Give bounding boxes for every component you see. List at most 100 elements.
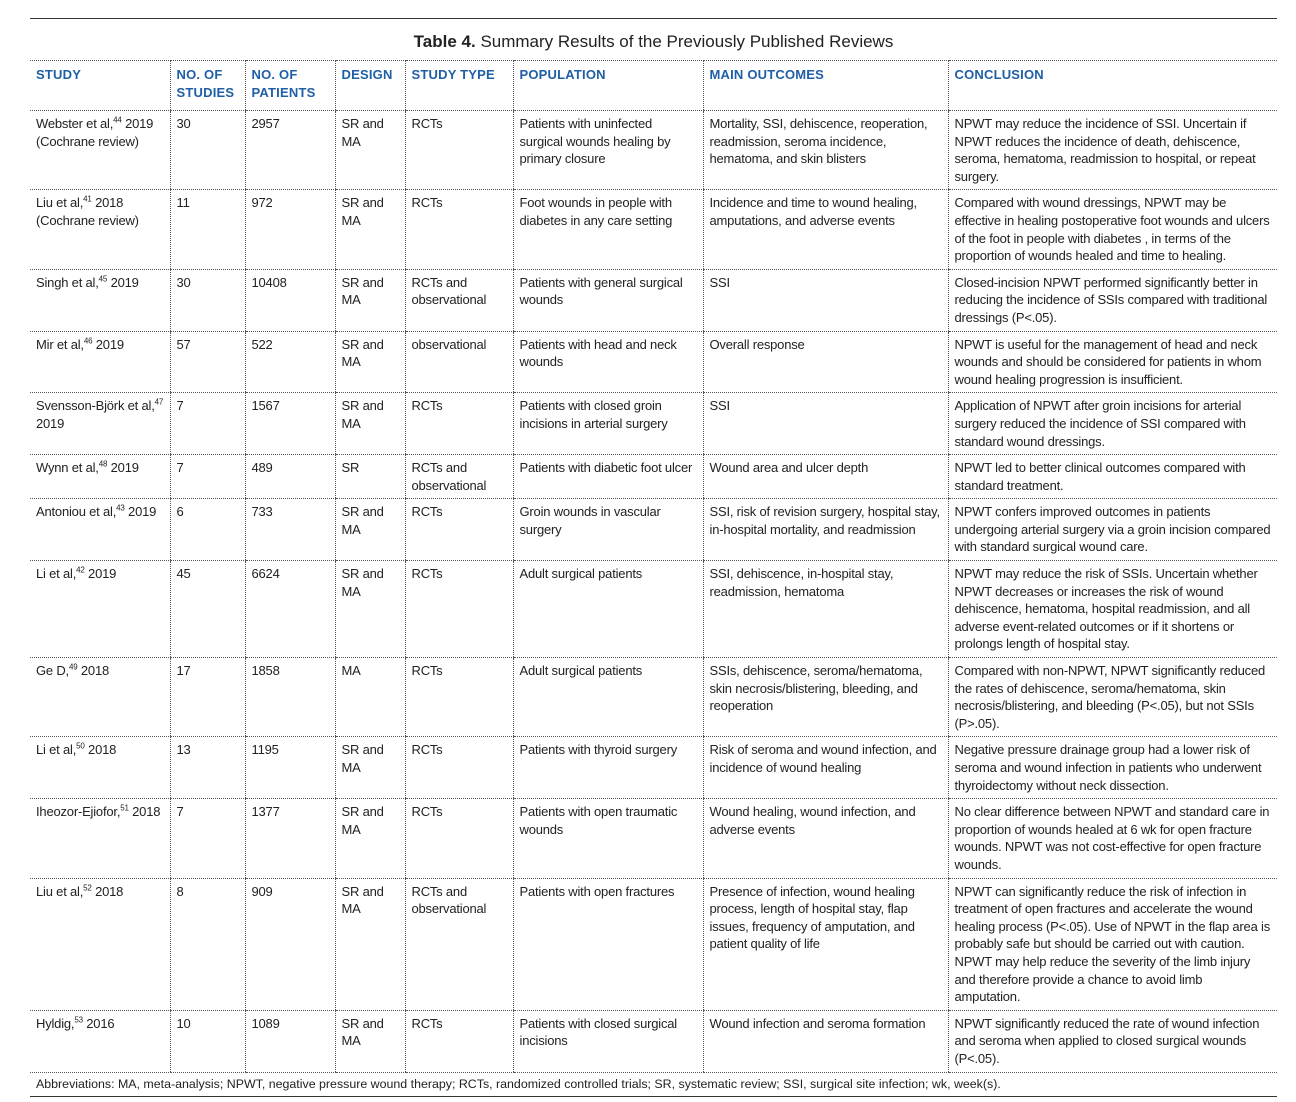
study-year: 2019 bbox=[107, 274, 139, 290]
conclusion-cell: NPWT significantly reduced the rate of w… bbox=[947, 1010, 1277, 1073]
study-cell: Liu et al,41 2018 (Cochrane review) bbox=[30, 189, 170, 270]
patients-cell: 10408 bbox=[244, 269, 335, 332]
study-type-cell: RCTs bbox=[404, 1010, 513, 1073]
studies-cell: 30 bbox=[169, 110, 245, 191]
study-year: 2018 bbox=[77, 663, 110, 679]
population-cell: Patients with uninfected surgical wounds… bbox=[512, 110, 703, 191]
study-year: 2019 bbox=[36, 415, 65, 431]
reference-number: 52 bbox=[83, 883, 92, 893]
population-cell: Adult surgical patients bbox=[512, 560, 703, 659]
study-cell: Wynn et al,48 2019 bbox=[30, 454, 170, 500]
reference-number: 45 bbox=[98, 274, 108, 284]
studies-cell: 8 bbox=[169, 878, 245, 1011]
study-type-cell: RCTs bbox=[404, 657, 513, 738]
outcomes-cell: Mortality, SSI, dehiscence, reoperation,… bbox=[702, 110, 948, 191]
study-year: 2018 bbox=[84, 742, 117, 758]
population-cell: Foot wounds in people with diabetes in a… bbox=[512, 189, 703, 270]
table-caption: Summary Results of the Previously Publis… bbox=[480, 32, 894, 51]
population-cell: Patients with closed groin incisions in … bbox=[512, 392, 703, 456]
conclusion-cell: No clear difference between NPWT and sta… bbox=[947, 798, 1277, 879]
study-year: 2019 bbox=[84, 566, 117, 582]
design-cell: SR and MA bbox=[334, 878, 405, 1011]
study-cell: Li et al,50 2018 bbox=[30, 736, 170, 800]
studies-cell: 11 bbox=[169, 189, 245, 270]
design-cell: SR and MA bbox=[334, 1010, 405, 1073]
column-header: DESIGN bbox=[334, 60, 405, 111]
table-row: Mir et al,46 2019 57 522 SR and MA observati… bbox=[30, 331, 1277, 394]
patients-cell: 489 bbox=[244, 454, 335, 500]
study-cell: Iheozor-Ejiofor,51 2018 bbox=[30, 798, 170, 879]
study-author: Svensson-Björk et al, bbox=[36, 398, 155, 414]
study-year: 2019 bbox=[124, 504, 157, 520]
study-type-cell: RCTs bbox=[404, 560, 513, 659]
reference-number: 42 bbox=[76, 565, 85, 575]
table-title: Table 4. Summary Results of the Previous… bbox=[30, 19, 1277, 60]
table-row: Hyldig,53 2016 10 1089 SR and MA RCTs Patient… bbox=[30, 1010, 1277, 1073]
conclusion-cell: NPWT can significantly reduce the risk o… bbox=[947, 878, 1277, 1011]
study-year: 2018 bbox=[91, 195, 124, 211]
study-type-cell: RCTs bbox=[404, 189, 513, 270]
studies-cell: 13 bbox=[169, 736, 245, 800]
population-cell: Patients with open traumatic wounds bbox=[512, 798, 703, 879]
column-header: NO. OF PATIENTS bbox=[244, 60, 335, 111]
patients-cell: 972 bbox=[244, 189, 335, 270]
table-label: Table 4. bbox=[413, 32, 476, 51]
study-type-cell: RCTs bbox=[404, 498, 513, 562]
study-cell: Liu et al,52 2018 bbox=[30, 878, 170, 1011]
studies-cell: 17 bbox=[169, 657, 245, 738]
column-header: MAIN OUTCOMES bbox=[702, 60, 948, 111]
study-cell: Li et al,42 2019 bbox=[30, 560, 170, 659]
study-author: Iheozor-Ejiofor, bbox=[36, 804, 121, 820]
study-cell: Webster et al,44 2019 (Cochrane review) bbox=[30, 110, 170, 191]
study-author: Liu et al, bbox=[36, 195, 84, 211]
table-row: Antoniou et al,43 2019 6 733 SR and MA RCTs G… bbox=[30, 498, 1277, 562]
conclusion-cell: NPWT is useful for the management of hea… bbox=[947, 331, 1277, 394]
table-row: Wynn et al,48 2019 7 489 SR RCTs and observa… bbox=[30, 454, 1277, 500]
study-type-cell: RCTs bbox=[404, 798, 513, 879]
reference-number: 51 bbox=[120, 803, 129, 813]
studies-cell: 10 bbox=[169, 1010, 245, 1073]
column-header: CONCLUSION bbox=[947, 60, 1277, 111]
study-type-cell: RCTs and observational bbox=[404, 269, 513, 332]
column-header: STUDY bbox=[30, 60, 170, 111]
study-author: Webster et al, bbox=[36, 116, 114, 131]
studies-cell: 7 bbox=[169, 392, 245, 456]
study-cell: Svensson-Björk et al,47 2019 bbox=[30, 392, 170, 456]
population-cell: Adult surgical patients bbox=[512, 657, 703, 738]
study-type-cell: RCTs and observational bbox=[404, 878, 513, 1011]
outcomes-cell: Wound area and ulcer depth bbox=[702, 454, 948, 500]
study-author: Li et al, bbox=[36, 742, 77, 758]
study-author: Mir et al, bbox=[36, 336, 84, 352]
patients-cell: 1567 bbox=[244, 392, 335, 456]
patients-cell: 6624 bbox=[244, 560, 335, 659]
study-author: Hyldig, bbox=[36, 1015, 75, 1031]
header-row: STUDY NO. OF STUDIES NO. OF PATIENTS DESIGN… bbox=[30, 60, 1277, 111]
studies-cell: 57 bbox=[169, 331, 245, 394]
patients-cell: 2957 bbox=[244, 110, 335, 191]
summary-table-container: Table 4. Summary Results of the Previous… bbox=[30, 18, 1277, 1097]
table-row: Svensson-Björk et al,47 2019 7 1567 SR and … bbox=[30, 392, 1277, 456]
table-row: Webster et al,44 2019 (Cochrane review) 30… bbox=[30, 110, 1277, 191]
outcomes-cell: Wound healing, wound infection, and adve… bbox=[702, 798, 948, 879]
conclusion-cell: NPWT may reduce the incidence of SSI. Un… bbox=[947, 110, 1277, 191]
population-cell: Patients with open fractures bbox=[512, 878, 703, 1011]
study-type-cell: RCTs and observational bbox=[404, 454, 513, 500]
study-author: Singh et al, bbox=[36, 274, 99, 290]
reference-number: 48 bbox=[98, 459, 108, 469]
table-row: Liu et al,41 2018 (Cochrane review) 11 972 S… bbox=[30, 189, 1277, 270]
study-cell: Antoniou et al,43 2019 bbox=[30, 498, 170, 562]
table-row: Singh et al,45 2019 30 10408 SR and MA RCTs … bbox=[30, 269, 1277, 332]
study-author: Ge D, bbox=[36, 663, 69, 679]
study-year: 2019 bbox=[92, 336, 124, 352]
study-author: Antoniou et al, bbox=[36, 504, 117, 520]
outcomes-cell: Overall response bbox=[702, 331, 948, 394]
column-header: NO. OF STUDIES bbox=[169, 60, 245, 111]
patients-cell: 1858 bbox=[244, 657, 335, 738]
outcomes-cell: SSI bbox=[702, 269, 948, 332]
study-note: (Cochrane review) bbox=[36, 133, 139, 149]
reviews-table: STUDY NO. OF STUDIES NO. OF PATIENTS DESIGN… bbox=[30, 60, 1277, 1073]
outcomes-cell: Wound infection and seroma formation bbox=[702, 1010, 948, 1073]
conclusion-cell: Closed-incision NPWT performed significa… bbox=[947, 269, 1277, 332]
study-cell: Hyldig,53 2016 bbox=[30, 1010, 170, 1073]
studies-cell: 30 bbox=[169, 269, 245, 332]
